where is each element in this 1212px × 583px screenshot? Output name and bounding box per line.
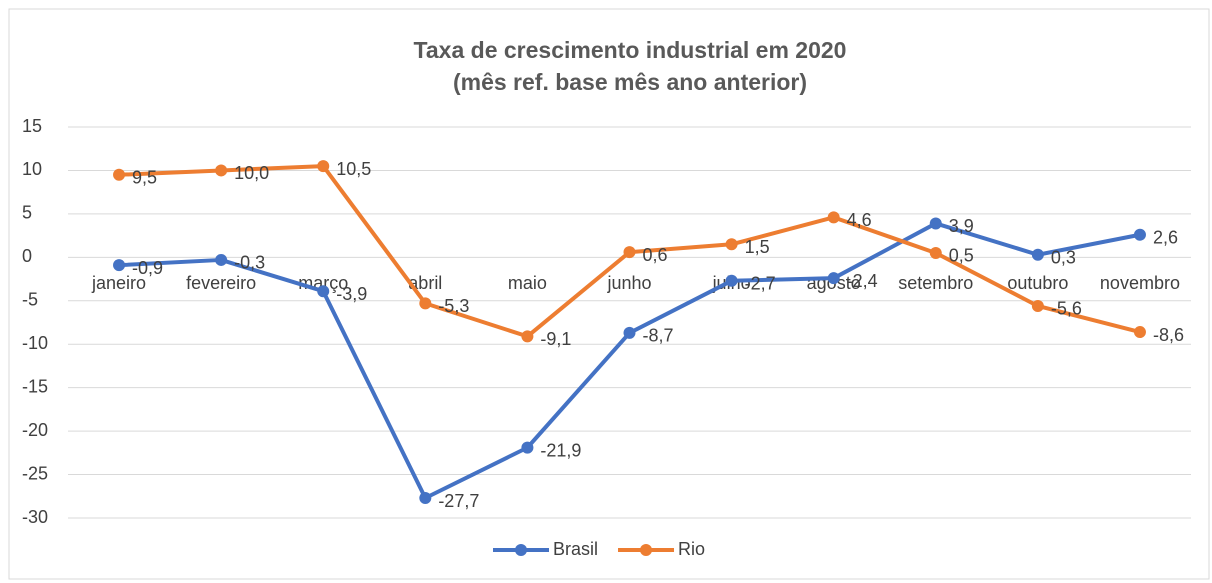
point-marker: [521, 441, 534, 454]
y-tick-label: -20: [22, 420, 48, 440]
point-marker: [1133, 326, 1146, 339]
point-marker: [1133, 228, 1146, 241]
data-label: -5,3: [438, 296, 469, 316]
point-marker: [827, 272, 840, 285]
data-label: -8,7: [643, 326, 674, 346]
y-tick-label: 0: [22, 246, 32, 266]
point-marker: [113, 168, 126, 181]
chart-subtitle: (mês ref. base mês ano anterior): [453, 69, 807, 95]
y-tick-label: -10: [22, 333, 48, 353]
point-marker: [929, 217, 942, 230]
point-marker: [521, 330, 534, 343]
point-marker: [623, 246, 636, 259]
point-marker: [215, 164, 228, 177]
x-tick-label: novembro: [1100, 273, 1180, 293]
y-tick-label: -30: [22, 507, 48, 527]
x-tick-label: setembro: [898, 273, 973, 293]
data-label: 0,6: [643, 245, 668, 265]
x-tick-label: maio: [508, 273, 547, 293]
point-marker: [113, 259, 126, 272]
data-label: -2,7: [745, 274, 776, 294]
x-tick-label: outubro: [1007, 273, 1068, 293]
legend-label: Rio: [678, 539, 705, 559]
y-tick-label: 5: [22, 203, 32, 223]
data-label: -21,9: [540, 440, 581, 460]
data-label: -9,1: [540, 329, 571, 349]
point-marker: [827, 211, 840, 224]
data-label: 9,5: [132, 168, 157, 188]
data-label: -2,4: [847, 271, 878, 291]
data-label: 2,6: [1153, 227, 1178, 247]
point-marker: [929, 246, 942, 259]
data-label: -5,6: [1051, 299, 1082, 319]
data-label: 3,9: [949, 216, 974, 236]
y-tick-label: -25: [22, 463, 48, 483]
data-label: -8,6: [1153, 325, 1184, 345]
x-tick-label: abril: [408, 273, 442, 293]
legend-label: Brasil: [553, 539, 598, 559]
point-marker: [317, 160, 330, 173]
chart-border: [8, 8, 1210, 580]
data-label: -0,3: [234, 253, 265, 273]
point-marker: [725, 238, 738, 251]
chart-title: Taxa de crescimento industrial em 2020: [414, 37, 847, 63]
point-marker: [725, 274, 738, 287]
data-label: 10,0: [234, 163, 269, 183]
data-label: -3,9: [336, 284, 367, 304]
data-label: -27,7: [438, 491, 479, 511]
y-tick-label: 15: [22, 116, 42, 136]
point-marker: [419, 297, 432, 310]
legend-marker: [515, 544, 527, 556]
data-label: 10,5: [336, 159, 371, 179]
y-tick-label: 10: [22, 159, 42, 179]
data-label: 1,5: [745, 237, 770, 257]
x-tick-label: janeiro: [91, 273, 146, 293]
point-marker: [1031, 248, 1044, 261]
data-label: -0,9: [132, 258, 163, 278]
point-marker: [317, 285, 330, 298]
x-tick-label: fevereiro: [186, 273, 256, 293]
point-marker: [623, 326, 636, 339]
data-label: 0,3: [1051, 247, 1076, 267]
point-marker: [1031, 299, 1044, 312]
point-marker: [215, 253, 228, 266]
y-tick-label: -5: [22, 290, 38, 310]
legend-marker: [640, 544, 653, 556]
point-marker: [419, 492, 432, 505]
y-tick-label: -15: [22, 376, 48, 396]
data-label: 0,5: [949, 246, 974, 266]
x-tick-label: junho: [606, 273, 651, 293]
data-label: 4,6: [847, 210, 872, 230]
